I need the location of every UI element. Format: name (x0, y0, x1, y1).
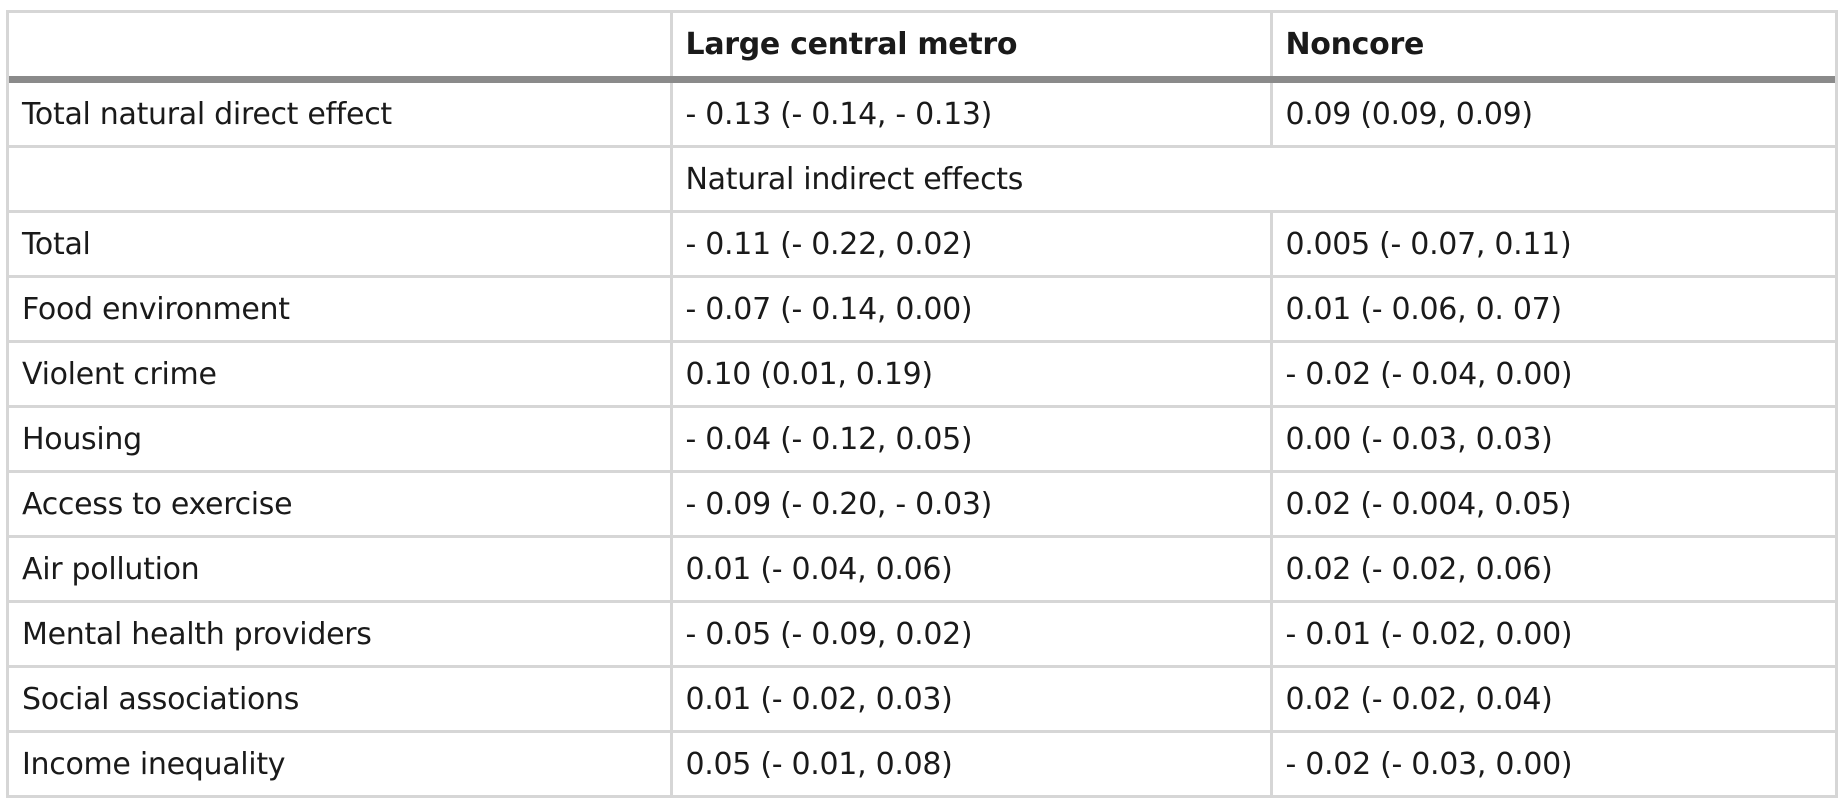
indirect-effects-rows: Total - 0.11 (- 0.22, 0.02) 0.005 (- 0.07,… (9, 210, 1835, 795)
noncore-value: 0.00 (- 0.03, 0.03) (1269, 405, 1835, 472)
table-row: Total - 0.11 (- 0.22, 0.02) 0.005 (- 0.07,… (9, 210, 1835, 277)
row-label: Violent crime (9, 340, 671, 407)
table-row-total-natural-direct-effect: Total natural direct effect - 0.13 (- 0.… (9, 79, 1835, 147)
row-label: Housing (9, 405, 671, 472)
noncore-value: 0.02 (- 0.02, 0.04) (1269, 665, 1835, 732)
effects-table: Large central metro Noncore Total natura… (9, 13, 1835, 795)
large-central-metro-value: - 0.07 (- 0.14, 0.00) (669, 275, 1271, 342)
header-row: Large central metro Noncore (9, 13, 1835, 83)
large-central-metro-value: 0.01 (- 0.02, 0.03) (669, 665, 1271, 732)
row-label: Air pollution (9, 535, 671, 602)
noncore-value: - 0.02 (- 0.04, 0.00) (1269, 340, 1835, 407)
section-blank-cell (9, 145, 673, 212)
row-label: Access to exercise (9, 470, 671, 537)
noncore-value: 0.005 (- 0.07, 0.11) (1269, 210, 1835, 277)
large-central-metro-value: 0.05 (- 0.01, 0.08) (669, 730, 1271, 795)
table-body: Total natural direct effect - 0.13 (- 0.… (9, 79, 1835, 212)
noncore-value: - 0.02 (- 0.03, 0.00) (1269, 730, 1835, 795)
noncore-value: 0.02 (- 0.02, 0.06) (1269, 535, 1835, 602)
table-row: Income inequality 0.05 (- 0.01, 0.08) - 0.… (9, 730, 1835, 795)
table-row: Food environment - 0.07 (- 0.14, 0.00) 0.0… (9, 275, 1835, 342)
table-row: Housing - 0.04 (- 0.12, 0.05) 0.00 (- 0.03… (9, 405, 1835, 472)
header-blank-cell (9, 13, 671, 83)
large-central-metro-value: 0.01 (- 0.04, 0.06) (669, 535, 1271, 602)
header-large-central-metro: Large central metro (669, 13, 1271, 83)
large-central-metro-value: - 0.04 (- 0.12, 0.05) (669, 405, 1271, 472)
row-label: Total (9, 210, 671, 277)
row-label: Social associations (9, 665, 671, 732)
table-row: Mental health providers - 0.05 (- 0.09, 0… (9, 600, 1835, 667)
row-label: Total natural direct effect (22, 96, 392, 132)
large-central-metro-value: - 0.05 (- 0.09, 0.02) (669, 600, 1271, 667)
row-label: Income inequality (9, 730, 671, 795)
row-label: Food environment (9, 275, 671, 342)
large-central-metro-value: - 0.11 (- 0.22, 0.02) (669, 210, 1271, 277)
table-row: Social associations 0.01 (- 0.02, 0.03) 0.… (9, 665, 1835, 732)
noncore-value: 0.02 (- 0.004, 0.05) (1269, 470, 1835, 537)
section-row-natural-indirect-effects: Natural indirect effects (9, 145, 1835, 212)
large-central-metro-value: - 0.09 (- 0.20, - 0.03) (669, 470, 1271, 537)
header-noncore: Noncore (1269, 13, 1835, 83)
noncore-value: 0.09 (0.09, 0.09) (1269, 79, 1835, 147)
section-label: Natural indirect effects (671, 145, 1835, 212)
row-label: Mental health providers (9, 600, 671, 667)
effects-table-container: Large central metro Noncore Total natura… (6, 10, 1838, 798)
noncore-value: - 0.01 (- 0.02, 0.00) (1269, 600, 1835, 667)
table-row: Violent crime 0.10 (0.01, 0.19) - 0.02 (- … (9, 340, 1835, 407)
table-header: Large central metro Noncore (9, 13, 1835, 83)
table-row: Access to exercise - 0.09 (- 0.20, - 0.03… (9, 470, 1835, 537)
noncore-value: 0.01 (- 0.06, 0. 07) (1269, 275, 1835, 342)
large-central-metro-value: 0.10 (0.01, 0.19) (669, 340, 1271, 407)
large-central-metro-value: - 0.13 (- 0.14, - 0.13) (669, 79, 1271, 147)
table-row: Air pollution 0.01 (- 0.04, 0.06) 0.02 (- … (9, 535, 1835, 602)
